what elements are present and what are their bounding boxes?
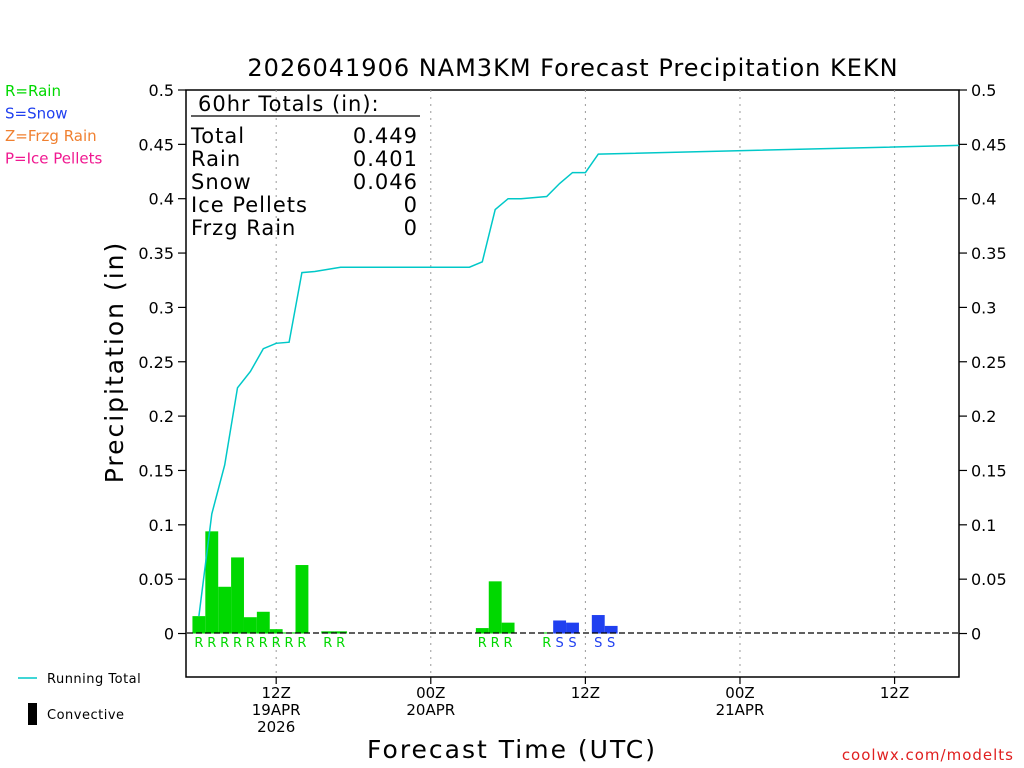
precip-type-letter: R [259, 636, 268, 651]
precip-bar [540, 632, 554, 634]
precip-type-letter: R [323, 636, 332, 651]
legend-type-r: R=Rain [5, 82, 61, 100]
precip-type-letter: S [594, 636, 602, 651]
precip-bar [295, 565, 309, 634]
legend-type-s: S=Snow [5, 105, 68, 123]
precip-type-letter: R [336, 636, 345, 651]
precip-type-letter: R [207, 636, 216, 651]
precip-type-legend: R=Rain S=Snow Z=Frzg Rain P=Ice Pellets [5, 82, 102, 168]
precip-type-letter: S [555, 636, 563, 651]
y-tick-label-right: 0.05 [971, 570, 1007, 589]
totals-row-value: 0 [404, 193, 418, 217]
y-tick-label-left: 0.4 [149, 190, 174, 209]
precip-type-letter: R [220, 636, 229, 651]
legend-type-p: P=Ice Pellets [5, 150, 102, 168]
series-legend: Running Total Convective [18, 672, 141, 725]
precip-type-letter: R [246, 636, 255, 651]
y-tick-label-right: 0.4 [971, 190, 996, 209]
credit-link[interactable]: coolwx.com/modelts [842, 746, 1014, 764]
precip-bar [501, 622, 515, 634]
totals-row-value: 0.449 [353, 124, 418, 148]
running-total-line [198, 144, 960, 617]
y-tick-label-left: 0.2 [149, 407, 174, 426]
precip-bar [475, 628, 489, 634]
x-tick-label: 2026 [257, 718, 295, 736]
y-tick-label-left: 0.05 [138, 570, 174, 589]
legend-series-label: Running Total [47, 672, 141, 687]
y-tick-label-left: 0.25 [138, 353, 174, 372]
totals-row-value: 0.046 [353, 170, 418, 194]
plot-frame [185, 89, 960, 678]
totals-row-label: Snow [191, 170, 252, 194]
totals-row-value: 0.401 [353, 147, 418, 171]
totals-row-value: 0 [404, 216, 418, 240]
y-tick-label-left: 0 [164, 625, 174, 644]
precip-type-letter: S [568, 636, 576, 651]
y-tick-label-left: 0.35 [138, 244, 174, 263]
y-axis: 0 00.05 0.050.1 0.10.15 0.150.2 0.20.25 0.250.… [138, 81, 1006, 644]
precip-type-letter: R [297, 636, 306, 651]
y-tick-label-left: 0.3 [149, 298, 174, 317]
totals-row-label: Frzg Rain [191, 216, 296, 240]
legend-series-label: Convective [47, 708, 125, 723]
precip-bar [218, 586, 232, 634]
y-tick-label-right: 0.15 [971, 461, 1007, 480]
totals-header: 60hr Totals (in): [198, 92, 380, 116]
precip-type-letter: R [233, 636, 242, 651]
precip-type-letter: S [607, 636, 615, 651]
x-tick-label: 20APR [406, 701, 455, 719]
precip-bar [205, 531, 219, 634]
x-tick-label: 00Z [725, 684, 754, 702]
legend-type-z: Z=Frzg Rain [5, 127, 97, 145]
precip-type-letter: R [478, 636, 487, 651]
legend-convective-swatch [28, 703, 37, 725]
precip-bar [192, 616, 206, 634]
x-axis-label: Forecast Time (UTC) [367, 735, 657, 764]
y-tick-label-right: 0.45 [971, 135, 1007, 154]
precip-bar [243, 617, 257, 634]
totals-row-label: Ice Pellets [191, 193, 308, 217]
x-tick-label: 12Z [571, 684, 600, 702]
y-tick-label-left: 0.1 [149, 516, 174, 535]
precip-bar [269, 629, 283, 634]
precip-bar [591, 615, 605, 634]
precip-bar [488, 581, 502, 634]
precip-type-letter: R [491, 636, 500, 651]
x-tick-label: 21APR [716, 701, 765, 719]
precip-bar [566, 622, 579, 634]
y-tick-label-right: 0 [971, 625, 981, 644]
y-tick-label-right: 0.2 [971, 407, 996, 426]
y-tick-label-right: 0.5 [971, 81, 996, 100]
y-tick-label-right: 0.25 [971, 353, 1007, 372]
y-tick-label-right: 0.1 [971, 516, 996, 535]
precip-bar [553, 620, 567, 634]
precip-type-letter: R [285, 636, 294, 651]
x-tick-label: 12Z [261, 684, 290, 702]
totals-row-label: Total [190, 124, 245, 148]
y-axis-label: Precipitation (in) [100, 241, 129, 484]
totals-box: 60hr Totals (in): Total 0.449 Rain 0.401 Sno… [190, 92, 420, 240]
precip-type-letter: R [504, 636, 513, 651]
x-tick-label: 12Z [880, 684, 909, 702]
precip-bar [231, 557, 244, 634]
totals-row-label: Rain [191, 147, 241, 171]
precip-bar [256, 611, 270, 634]
precip-bar [604, 625, 618, 634]
y-tick-label-left: 0.45 [138, 135, 174, 154]
chart-title: 2026041906 NAM3KM Forecast Precipitation… [247, 54, 898, 82]
x-tick-label: 00Z [416, 684, 445, 702]
y-tick-label-right: 0.3 [971, 298, 996, 317]
y-tick-label-right: 0.35 [971, 244, 1007, 263]
precip-type-letter: R [542, 636, 551, 651]
precip-bars [192, 531, 618, 634]
y-tick-label-left: 0.15 [138, 461, 174, 480]
x-tick-label: 19APR [252, 701, 301, 719]
y-tick-label-left: 0.5 [149, 81, 174, 100]
precip-type-letter: R [194, 636, 203, 651]
precip-type-letter: R [272, 636, 281, 651]
